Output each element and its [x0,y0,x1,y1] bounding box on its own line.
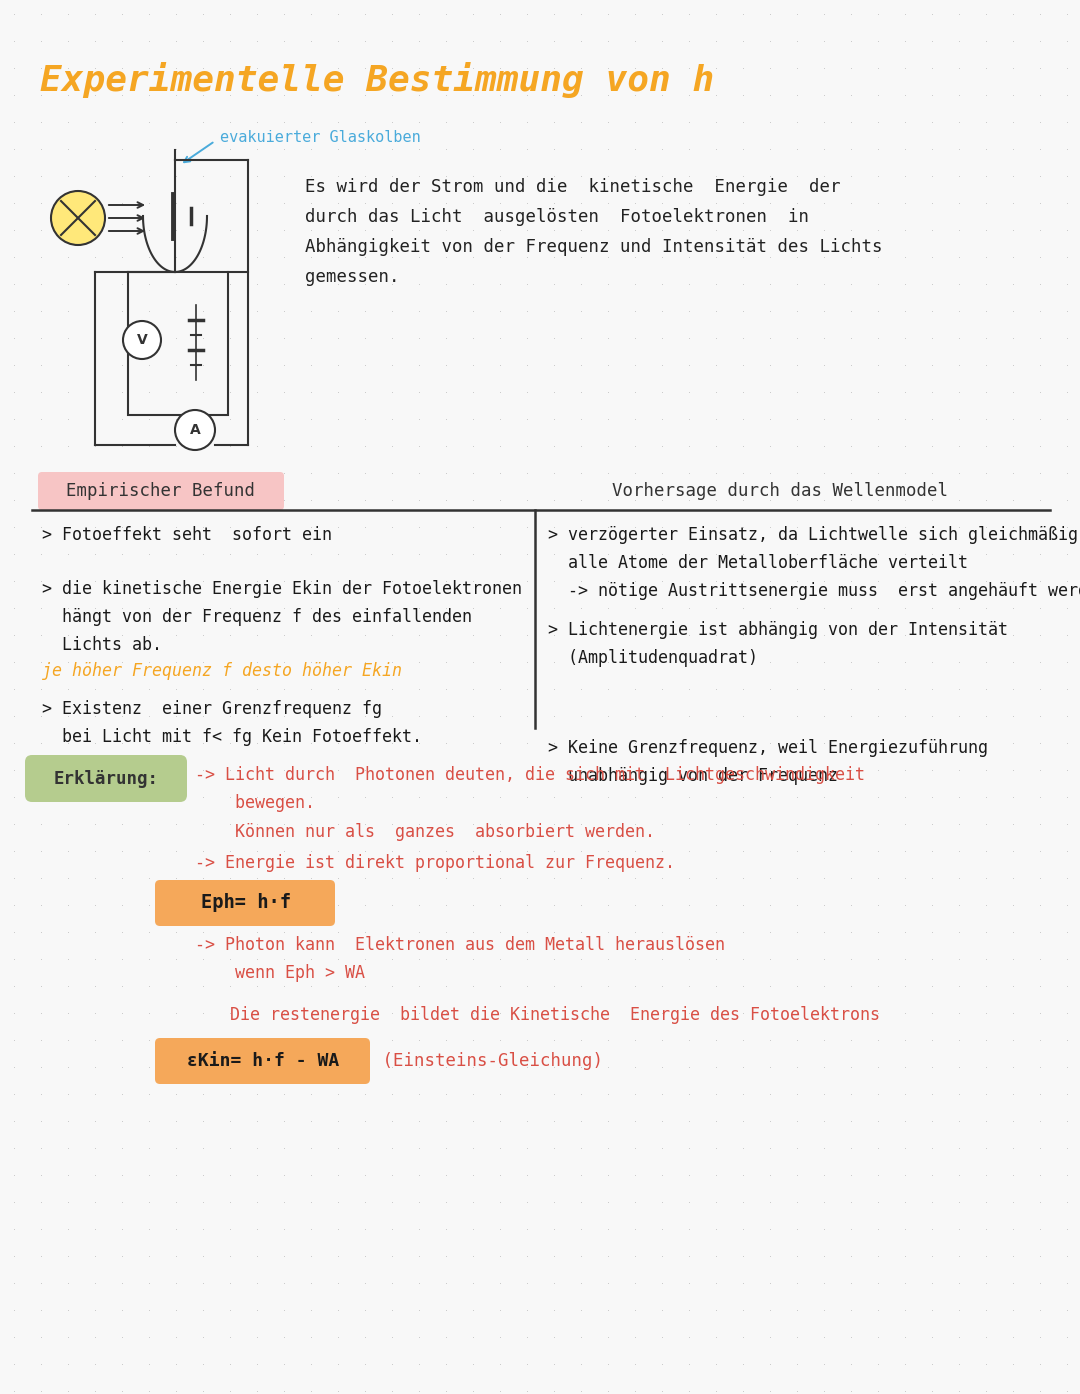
Text: > verzögerter Einsatz, da Lichtwelle sich gleichmäßig auf
  alle Atome der Metal: > verzögerter Einsatz, da Lichtwelle sic… [548,526,1080,599]
Text: Es wird der Strom und die  kinetische  Energie  der
durch das Licht  ausgelösten: Es wird der Strom und die kinetische Ene… [305,178,882,286]
Text: Erklärung:: Erklärung: [54,769,159,788]
Text: je höher Frequenz f desto höher Ekin: je höher Frequenz f desto höher Ekin [42,662,402,680]
Text: Eph= h·f: Eph= h·f [201,894,291,913]
Text: -> Energie ist direkt proportional zur Frequenz.: -> Energie ist direkt proportional zur F… [195,855,675,873]
FancyBboxPatch shape [25,756,187,802]
Text: > Fotoeffekt seht  sofort ein: > Fotoeffekt seht sofort ein [42,526,332,544]
Text: evakuierter Glaskolben: evakuierter Glaskolben [220,131,421,145]
Text: εKin= h·f - WA: εKin= h·f - WA [187,1052,339,1071]
Text: > die kinetische Energie Ekin der Fotoelektronen
  hängt von der Frequenz f des : > die kinetische Energie Ekin der Fotoel… [42,580,522,654]
FancyBboxPatch shape [156,880,335,926]
Text: -> Photon kann  Elektronen aus dem Metall herauslösen
    wenn Eph > WA: -> Photon kann Elektronen aus dem Metall… [195,935,725,983]
Text: (Einsteins-Gleichung): (Einsteins-Gleichung) [372,1052,603,1071]
Text: Vorhersage durch das Wellenmodel: Vorhersage durch das Wellenmodel [612,482,948,500]
Bar [129,272,228,415]
FancyBboxPatch shape [38,473,284,510]
Text: Empirischer Befund: Empirischer Befund [67,482,256,500]
FancyBboxPatch shape [156,1039,370,1085]
Text: Die restenergie  bildet die Kinetische  Energie des Fotoelektrons: Die restenergie bildet die Kinetische En… [210,1006,880,1025]
Text: > Lichtenergie ist abhängig von der Intensität
  (Amplitudenquadrat): > Lichtenergie ist abhängig von der Inte… [548,620,1008,666]
Text: -> Licht durch  Photonen deuten, die sich mit  Lichtgeschwindigkeit
    bewegen.: -> Licht durch Photonen deuten, die sich… [195,765,865,841]
Circle shape [175,410,215,450]
Text: V: V [137,333,147,347]
Text: > Existenz  einer Grenzfrequenz fg
  bei Licht mit f< fg Kein Fotoeffekt.: > Existenz einer Grenzfrequenz fg bei Li… [42,700,422,746]
Text: Experimentelle Bestimmung von h: Experimentelle Bestimmung von h [40,61,714,98]
Circle shape [51,191,105,245]
Circle shape [123,321,161,360]
Text: A: A [190,422,201,436]
Text: > Keine Grenzfrequenz, weil Energiezuführung
  unabhängig von der Frequenz: > Keine Grenzfrequenz, weil Energiezufüh… [548,739,988,785]
